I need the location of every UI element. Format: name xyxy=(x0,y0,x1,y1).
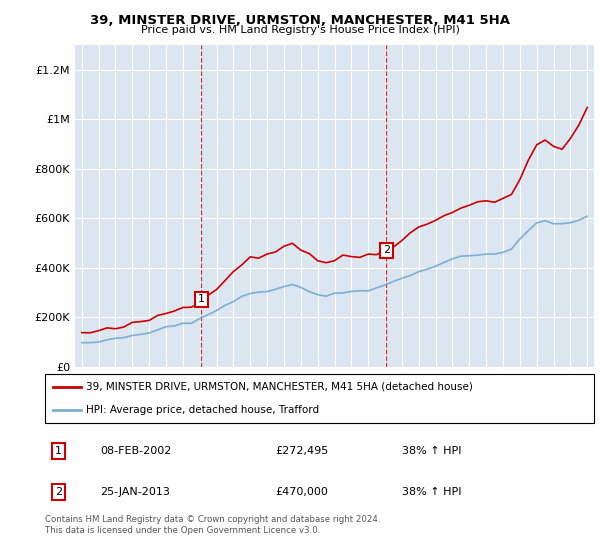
Text: 39, MINSTER DRIVE, URMSTON, MANCHESTER, M41 5HA: 39, MINSTER DRIVE, URMSTON, MANCHESTER, … xyxy=(90,14,510,27)
Text: £470,000: £470,000 xyxy=(275,487,328,497)
Text: 38% ↑ HPI: 38% ↑ HPI xyxy=(402,446,461,456)
Text: 38% ↑ HPI: 38% ↑ HPI xyxy=(402,487,461,497)
Text: 08-FEB-2002: 08-FEB-2002 xyxy=(100,446,171,456)
Text: 1: 1 xyxy=(55,446,62,456)
Text: Price paid vs. HM Land Registry's House Price Index (HPI): Price paid vs. HM Land Registry's House … xyxy=(140,25,460,35)
Text: 39, MINSTER DRIVE, URMSTON, MANCHESTER, M41 5HA (detached house): 39, MINSTER DRIVE, URMSTON, MANCHESTER, … xyxy=(86,382,473,392)
Text: Contains HM Land Registry data © Crown copyright and database right 2024.
This d: Contains HM Land Registry data © Crown c… xyxy=(45,515,380,535)
Text: 2: 2 xyxy=(55,487,62,497)
Text: 25-JAN-2013: 25-JAN-2013 xyxy=(100,487,170,497)
Text: £272,495: £272,495 xyxy=(275,446,329,456)
Text: 2: 2 xyxy=(383,245,390,255)
Text: HPI: Average price, detached house, Trafford: HPI: Average price, detached house, Traf… xyxy=(86,405,319,416)
Text: 1: 1 xyxy=(198,295,205,304)
FancyBboxPatch shape xyxy=(45,374,594,423)
